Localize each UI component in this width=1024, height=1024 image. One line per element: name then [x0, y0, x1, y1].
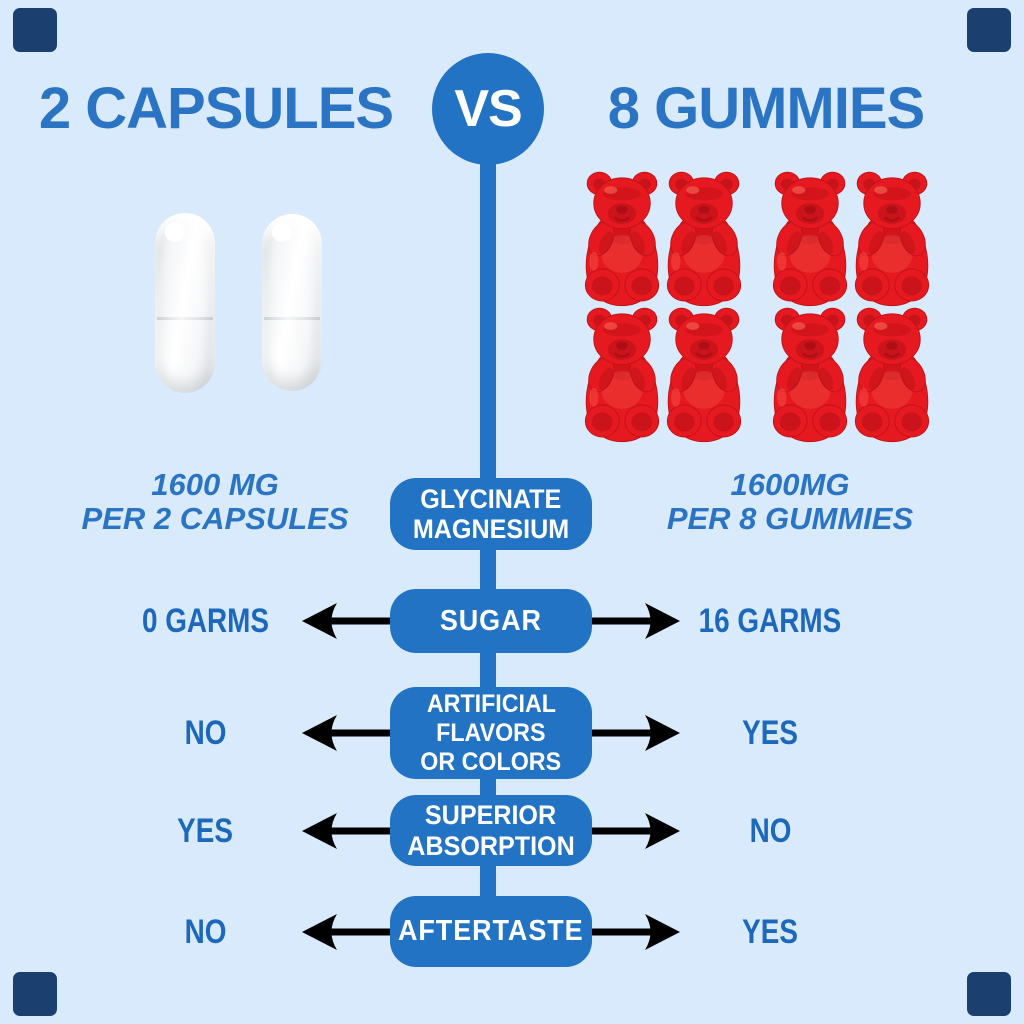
left-value-aftertaste-text: NO	[184, 912, 226, 951]
left-value-artificial: NO	[70, 711, 340, 755]
right-value-sugar-text: 16 GARMS	[698, 601, 842, 640]
white-capsule-image	[155, 213, 215, 393]
white-capsule-image	[262, 214, 322, 391]
corner-marker-bottom-left	[13, 972, 57, 1016]
left-value-superior: YES	[70, 809, 340, 853]
right-value-sugar: 16 GARMS	[635, 599, 905, 643]
row-label-superior-absorption: SUPERIOR ABSORPTION	[390, 795, 592, 866]
artificial-line3: OR COLORS	[420, 747, 562, 776]
corner-marker-bottom-right	[967, 972, 1011, 1016]
row-label-artificial-flavors: ARTIFICIAL FLAVORS OR COLORS	[390, 687, 592, 779]
right-dosage-summary: 1600MG PER 8 GUMMIES	[595, 468, 985, 536]
vs-badge: VS	[432, 53, 544, 165]
left-dosage-line2: PER 2 CAPSULES	[81, 501, 349, 536]
row-label-sugar: SUGAR	[390, 589, 592, 653]
artificial-line1: ARTIFICIAL	[426, 689, 556, 718]
right-value-artificial: YES	[635, 711, 905, 755]
left-product-title: 2 CAPSULES	[38, 76, 394, 141]
right-dosage-line2: PER 8 GUMMIES	[666, 501, 914, 536]
left-value-sugar-text: 0 GARMS	[141, 601, 269, 640]
corner-marker-top-right	[967, 8, 1011, 52]
left-dosage-summary: 1600 MG PER 2 CAPSULES	[20, 468, 410, 536]
superior-line2: ABSORPTION	[407, 830, 575, 861]
vs-label: VS	[454, 80, 522, 138]
left-dosage-line1: 1600 MG	[151, 467, 279, 502]
left-value-aftertaste: NO	[70, 910, 340, 954]
gummy-bear-icon	[770, 171, 850, 307]
gummy-bear-icon	[770, 307, 850, 443]
right-value-artificial-text: YES	[742, 713, 798, 752]
row-label-aftertaste: AFTERTASTE	[390, 896, 592, 967]
gummy-bear-icon	[664, 171, 744, 307]
right-value-aftertaste: YES	[635, 910, 905, 954]
sugar-label: SUGAR	[439, 604, 543, 637]
right-value-superior: NO	[635, 809, 905, 853]
glycinate-line2: MAGNESIUM	[412, 514, 570, 544]
left-value-sugar: 0 GARMS	[70, 599, 340, 643]
artificial-line2: FLAVORS	[436, 718, 546, 747]
corner-marker-top-left	[13, 8, 57, 52]
right-dosage-line1: 1600MG	[730, 467, 850, 502]
gummy-bear-icon	[582, 171, 662, 307]
superior-line1: SUPERIOR	[425, 799, 557, 830]
right-value-aftertaste-text: YES	[742, 912, 798, 951]
left-value-artificial-text: NO	[184, 713, 226, 752]
right-product-title: 8 GUMMIES	[607, 76, 926, 141]
right-value-superior-text: NO	[749, 811, 791, 850]
left-value-superior-text: YES	[177, 811, 233, 850]
gummy-bear-icon	[582, 307, 662, 443]
gummy-bear-icon	[852, 307, 932, 443]
glycinate-line1: GLYCINATE	[420, 484, 562, 514]
row-label-glycinate-magnesium: GLYCINATE MAGNESIUM	[390, 478, 592, 550]
gummy-bear-icon	[664, 307, 744, 443]
aftertaste-label: AFTERTASTE	[398, 915, 584, 947]
gummy-bear-icon	[852, 171, 932, 307]
